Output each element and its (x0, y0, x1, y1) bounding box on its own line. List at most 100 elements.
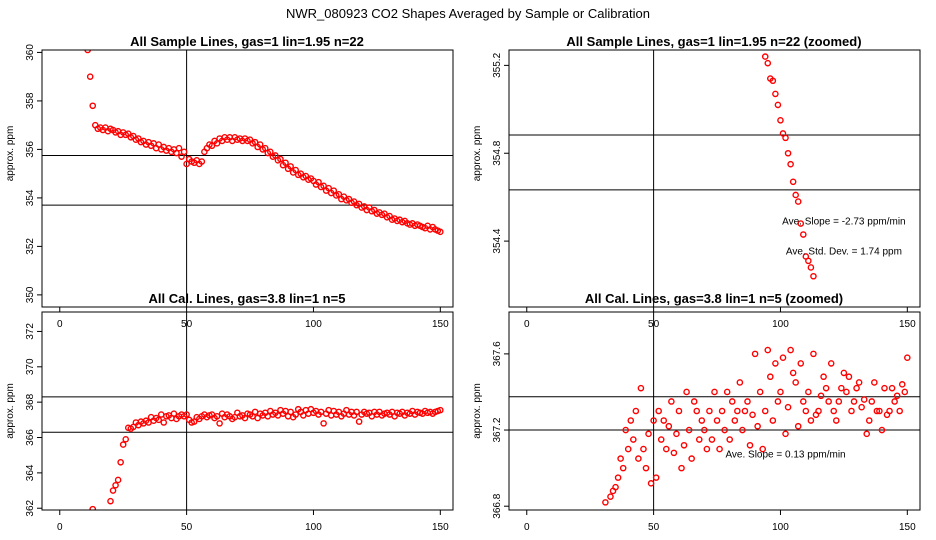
panel-cal-all: All Cal. Lines, gas=3.8 lin=1 n=5 approx… (5, 291, 454, 533)
data-point (112, 481, 119, 489)
data-point (746, 441, 754, 449)
data-point (850, 398, 858, 405)
data-point (216, 420, 223, 427)
data-point (320, 420, 327, 427)
data-point (860, 396, 868, 403)
data-point (756, 388, 764, 396)
data-point (617, 455, 624, 462)
x-tick-label: 150 (432, 522, 449, 533)
data-point (437, 406, 444, 414)
data-point (792, 191, 799, 199)
data-point (622, 426, 630, 434)
panel-title: All Sample Lines, gas=1 lin=1.95 n=22 (130, 34, 364, 49)
data-point (261, 144, 269, 152)
data-point (711, 388, 718, 396)
data-point (761, 53, 769, 60)
data-point (614, 474, 622, 481)
data-point (292, 166, 300, 174)
x-tick-label: 100 (772, 522, 789, 533)
data-point (838, 384, 845, 392)
data-point (886, 407, 893, 415)
panel-cal-zoomed: All Cal. Lines, gas=3.8 lin=1 n=5 (zoome… (472, 291, 921, 533)
data-point (675, 407, 683, 415)
data-point (794, 422, 802, 430)
data-point (335, 190, 343, 198)
x-tick-label: 100 (305, 522, 322, 533)
data-point (619, 464, 627, 472)
data-point (155, 141, 163, 148)
data-point (739, 426, 746, 434)
y-tick-label: 356 (25, 141, 36, 158)
data-point (706, 407, 713, 415)
data-point (213, 413, 221, 420)
data-point (782, 430, 789, 438)
data-point (787, 346, 794, 354)
x-tick-label: 0 (524, 522, 530, 533)
y-tick-label: 354 (25, 189, 36, 206)
data-point (754, 422, 761, 430)
data-point (799, 398, 807, 405)
y-tick-label: 366 (25, 429, 36, 446)
data-point (891, 398, 898, 405)
data-point (718, 407, 726, 415)
y-tick-label: 350 (25, 286, 36, 303)
data-point (817, 392, 825, 400)
data-point (627, 417, 635, 424)
annotation-label: Ave. Std. Dev. = 1.74 ppm (786, 246, 902, 257)
data-point (657, 436, 665, 443)
panel-title: All Cal. Lines, gas=3.8 lin=1 n=5 (149, 291, 346, 306)
y-tick-label: 372 (25, 323, 36, 340)
data-point (878, 426, 886, 434)
data-point (208, 142, 216, 150)
data-point (881, 384, 888, 392)
data-point (183, 160, 190, 168)
data-point (662, 445, 670, 453)
data-point (635, 455, 642, 462)
x-tick-label: 100 (305, 319, 322, 330)
data-point (647, 480, 655, 487)
data-point (325, 184, 332, 192)
data-point (437, 228, 444, 236)
data-point (853, 384, 860, 392)
data-point (810, 350, 817, 358)
data-point (698, 417, 706, 424)
data-point (784, 403, 792, 411)
data-point (624, 445, 632, 453)
data-point (805, 257, 812, 265)
data-point (728, 398, 736, 405)
x-tick-label: 0 (57, 319, 63, 330)
y-tick-label: 352 (25, 238, 36, 255)
data-point (355, 418, 363, 425)
data-point (789, 369, 797, 377)
data-point (896, 407, 904, 415)
data-point (782, 134, 789, 142)
data-point (723, 388, 731, 396)
data-point (256, 141, 264, 148)
data-point (180, 148, 188, 156)
data-point (774, 101, 782, 109)
data-point (734, 407, 741, 415)
data-point (652, 474, 660, 481)
data-point (320, 182, 327, 190)
data-point (353, 408, 360, 416)
data-point (109, 487, 117, 494)
data-point (898, 381, 906, 388)
data-point (744, 398, 751, 405)
y-axis-label: approx. ppm (472, 383, 483, 439)
data-point (287, 163, 294, 170)
data-point (660, 417, 668, 424)
data-point (213, 140, 221, 147)
plot-area (42, 50, 453, 307)
x-tick-label: 0 (57, 522, 63, 533)
data-point (688, 455, 695, 462)
data-point (865, 417, 873, 424)
y-tick-label: 366.8 (492, 493, 503, 518)
data-point (119, 441, 127, 448)
data-point (716, 445, 723, 453)
plot-frame (41, 311, 454, 511)
y-tick-label: 370 (25, 358, 36, 375)
data-point (315, 178, 322, 186)
y-tick-label: 362 (25, 499, 36, 516)
data-point (272, 152, 279, 159)
